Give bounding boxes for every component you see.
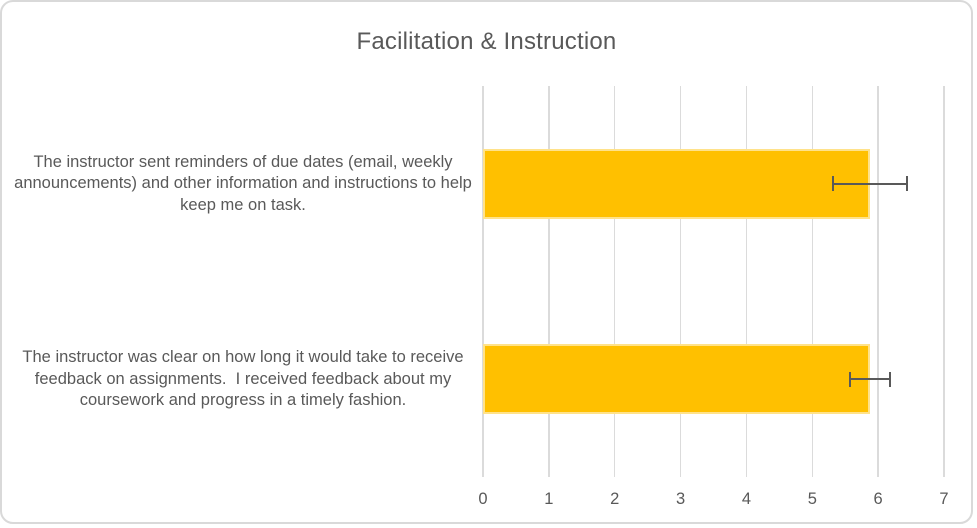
gridline: [613, 86, 616, 477]
error-bar: [832, 176, 908, 192]
bar: [483, 148, 871, 219]
error-bar-line: [832, 182, 908, 185]
gridline: [548, 86, 550, 477]
x-tick-label: 6: [873, 490, 883, 508]
error-bar-line: [848, 378, 892, 381]
x-tick-label: 7: [939, 490, 949, 508]
x-tick-label: 2: [610, 490, 620, 508]
gridline: [877, 86, 879, 477]
x-axis: 0 1 2 3 4 5 6 7: [478, 490, 948, 512]
error-bar: [848, 371, 892, 387]
bar: [483, 344, 871, 415]
plot-area: [482, 86, 945, 477]
x-tick-label: 0: [478, 490, 488, 508]
category-label: The instructor was clear on how long it …: [22, 348, 469, 409]
x-tick-label: 1: [544, 490, 554, 508]
gridline: [482, 86, 484, 477]
gridline: [745, 86, 748, 477]
x-tick-label: 3: [675, 490, 686, 508]
gridline: [679, 86, 682, 477]
x-tick-label: 5: [807, 490, 817, 508]
chart-title: Facilitation & Instruction: [356, 28, 617, 55]
gridline: [943, 86, 945, 477]
gridline: [811, 86, 814, 477]
category-label: The instructor sent reminders of due dat…: [14, 152, 477, 214]
x-tick-label: 4: [741, 490, 752, 508]
category-labels: The instructor sent reminders of due dat…: [12, 86, 474, 477]
